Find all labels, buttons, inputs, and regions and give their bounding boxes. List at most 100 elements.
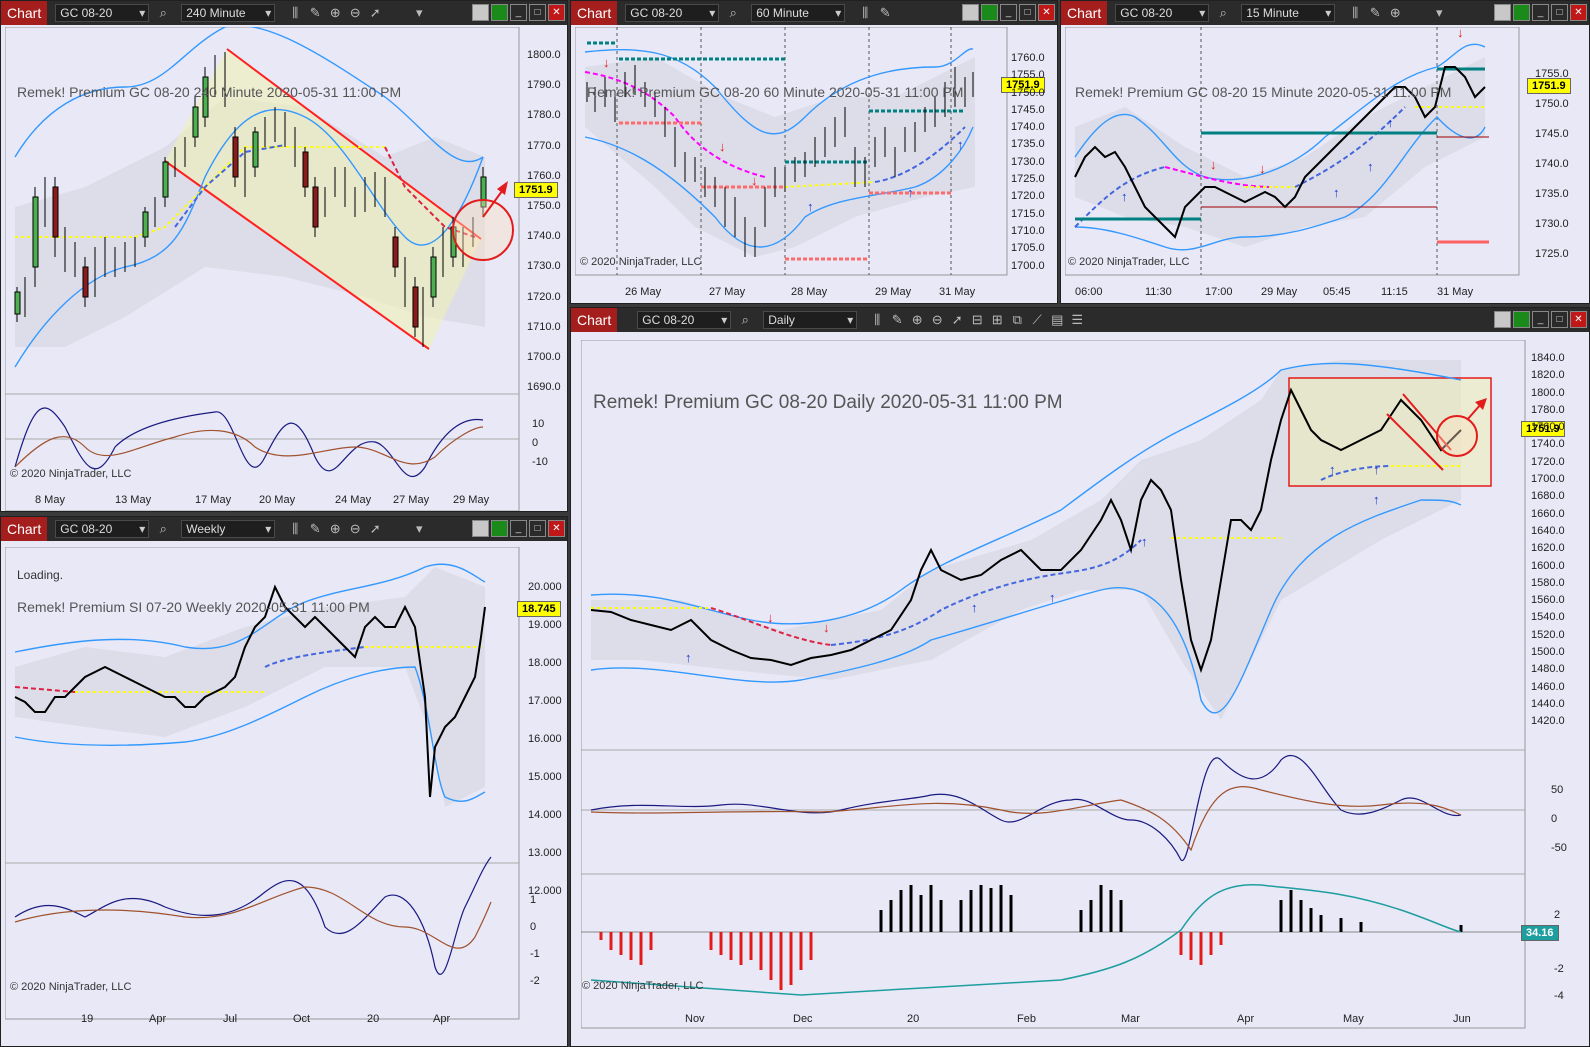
- maximize-icon[interactable]: □: [529, 520, 546, 537]
- chart-menu-button[interactable]: Chart: [1, 517, 48, 541]
- chart-menu-button[interactable]: Chart: [571, 1, 618, 25]
- zoom-out-icon[interactable]: ⊖: [931, 312, 943, 327]
- copyright: © 2020 NinjaTrader, LLC: [10, 981, 132, 993]
- chart-title: Remek! Premium GC 08-20 60 Minute 2020-0…: [587, 84, 964, 100]
- strategies-icon[interactable]: ⧉: [1012, 312, 1022, 327]
- close-icon[interactable]: ✕: [548, 520, 565, 537]
- search-icon[interactable]: ⌕: [729, 5, 737, 20]
- svg-text:↑: ↑: [685, 650, 692, 665]
- chart-window-240-minute[interactable]: Chart GC 08-20 ⌕ 240 Minute ⫼ ✎ ⊕ ⊖ ➚ ▾ …: [0, 0, 568, 512]
- restore-icon[interactable]: [472, 4, 489, 21]
- pointer-icon[interactable]: ➚: [369, 5, 381, 20]
- chart-menu-button[interactable]: Chart: [1061, 1, 1108, 25]
- y-tick: 1640.0: [1531, 524, 1565, 537]
- data-box-icon[interactable]: ⊟: [971, 312, 983, 327]
- maximize-icon[interactable]: □: [1019, 4, 1036, 21]
- pencil-icon[interactable]: ✎: [879, 5, 891, 20]
- maximize-icon[interactable]: □: [1551, 4, 1568, 21]
- chevron-down-icon[interactable]: ▾: [415, 521, 423, 536]
- link-icon[interactable]: [491, 520, 508, 537]
- restore-icon[interactable]: [1494, 4, 1511, 21]
- interval-selector[interactable]: 240 Minute: [181, 4, 276, 22]
- x-tick: 11:15: [1381, 286, 1408, 298]
- chart-menu-button[interactable]: Chart: [571, 308, 618, 332]
- search-icon[interactable]: ⌕: [159, 5, 167, 20]
- link-icon[interactable]: [1513, 311, 1530, 328]
- list-icon[interactable]: ☰: [1071, 312, 1084, 327]
- properties-icon[interactable]: ▤: [1051, 312, 1064, 327]
- y-tick: 1760.0: [527, 169, 561, 182]
- zoom-in-icon[interactable]: ⊕: [329, 521, 341, 536]
- search-icon[interactable]: ⌕: [741, 312, 749, 327]
- price-axis: 1840.0 1820.0 1800.0 1780.0 1760.0 1740.…: [1531, 350, 1565, 731]
- close-icon[interactable]: ✕: [1570, 4, 1587, 21]
- bar-type-icon[interactable]: ⫼: [292, 5, 299, 20]
- y-tick: 1740.0: [1011, 121, 1045, 134]
- instrument-selector[interactable]: GC 08-20: [637, 311, 732, 329]
- instrument-selector[interactable]: GC 08-20: [625, 4, 720, 22]
- interval-selector[interactable]: Daily: [763, 311, 858, 329]
- close-icon[interactable]: ✕: [1570, 311, 1587, 328]
- instrument-selector[interactable]: GC 08-20: [55, 520, 150, 538]
- zoom-out-icon[interactable]: ⊖: [349, 521, 361, 536]
- bar-type-icon[interactable]: ⫼: [292, 521, 299, 536]
- zoom-out-icon[interactable]: ⊖: [349, 5, 361, 20]
- pencil-icon[interactable]: ✎: [309, 521, 321, 536]
- chart-menu-button[interactable]: Chart: [1, 1, 48, 25]
- chevron-down-icon[interactable]: ▾: [415, 5, 423, 20]
- minimize-icon[interactable]: _: [1532, 311, 1549, 328]
- x-tick: 17:00: [1205, 286, 1233, 298]
- maximize-icon[interactable]: □: [529, 4, 546, 21]
- price-axis: 20.000 19.000 18.000 17.000 16.000 15.00…: [528, 568, 562, 910]
- close-icon[interactable]: ✕: [548, 4, 565, 21]
- x-tick: Oct: [293, 1013, 311, 1025]
- instrument-selector[interactable]: GC 08-20: [1115, 4, 1210, 22]
- maximize-icon[interactable]: □: [1551, 311, 1568, 328]
- svg-text:↓: ↓: [1210, 157, 1217, 172]
- bar-type-icon[interactable]: ⫼: [874, 312, 881, 327]
- link-icon[interactable]: [981, 4, 998, 21]
- bar-type-icon[interactable]: ⫼: [862, 5, 869, 20]
- chart-window-daily[interactable]: Chart GC 08-20 ⌕ Daily ⫼ ✎ ⊕ ⊖ ➚ ⊟ ⊞ ⧉ ⟋…: [570, 307, 1590, 1047]
- close-icon[interactable]: ✕: [1038, 4, 1055, 21]
- zoom-in-icon[interactable]: ⊕: [1389, 5, 1401, 20]
- search-icon[interactable]: ⌕: [1219, 5, 1227, 20]
- minimize-icon[interactable]: _: [510, 4, 527, 21]
- interval-selector[interactable]: 15 Minute: [1241, 4, 1336, 22]
- pointer-icon[interactable]: ➚: [369, 521, 381, 536]
- chevron-down-icon[interactable]: ▾: [1435, 5, 1443, 20]
- zoom-in-icon[interactable]: ⊕: [911, 312, 923, 327]
- link-icon[interactable]: [491, 4, 508, 21]
- minimize-icon[interactable]: _: [1000, 4, 1017, 21]
- y-tick: 1735.0: [1011, 138, 1045, 151]
- indicators-icon[interactable]: ⟋: [1032, 312, 1042, 327]
- minimize-icon[interactable]: _: [1532, 4, 1549, 21]
- restore-icon[interactable]: [1494, 311, 1511, 328]
- restore-icon[interactable]: [472, 520, 489, 537]
- chart-window-weekly[interactable]: Chart GC 08-20 ⌕ Weekly ⫼ ✎ ⊕ ⊖ ➚ ▾ _ □ …: [0, 516, 568, 1047]
- chart-window-60-minute[interactable]: Chart GC 08-20 ⌕ 60 Minute ⫼ ✎ _ □ ✕: [570, 0, 1058, 304]
- pencil-icon[interactable]: ✎: [891, 312, 903, 327]
- search-icon[interactable]: ⌕: [159, 521, 167, 536]
- y-tick: 12.000: [528, 885, 562, 897]
- instrument-selector[interactable]: GC 08-20: [55, 4, 150, 22]
- interval-selector[interactable]: Weekly: [181, 520, 276, 538]
- svg-text:↓: ↓: [751, 173, 758, 188]
- pencil-icon[interactable]: ✎: [309, 5, 321, 20]
- interval-selector[interactable]: 60 Minute: [751, 4, 846, 22]
- templates-icon[interactable]: ⊞: [991, 312, 1003, 327]
- x-tick: Jul: [223, 1013, 238, 1025]
- y-tick: 1740.0: [1535, 158, 1569, 170]
- svg-text:↓: ↓: [719, 139, 726, 154]
- restore-icon[interactable]: [962, 4, 979, 21]
- chart-window-15-minute[interactable]: Chart GC 08-20 ⌕ 15 Minute ⫼ ✎ ⊕ ▾ _ □ ✕: [1060, 0, 1590, 304]
- pencil-icon[interactable]: ✎: [1369, 5, 1381, 20]
- link-icon[interactable]: [1513, 4, 1530, 21]
- svg-text:↑: ↑: [1121, 189, 1128, 204]
- minimize-icon[interactable]: _: [510, 520, 527, 537]
- chart-toolbar: Chart GC 08-20 ⌕ 240 Minute ⫼ ✎ ⊕ ⊖ ➚ ▾ …: [1, 1, 567, 25]
- bar-type-icon[interactable]: ⫼: [1352, 5, 1359, 20]
- pointer-icon[interactable]: ➚: [951, 312, 963, 327]
- svg-text:↑: ↑: [1329, 462, 1336, 477]
- zoom-in-icon[interactable]: ⊕: [329, 5, 341, 20]
